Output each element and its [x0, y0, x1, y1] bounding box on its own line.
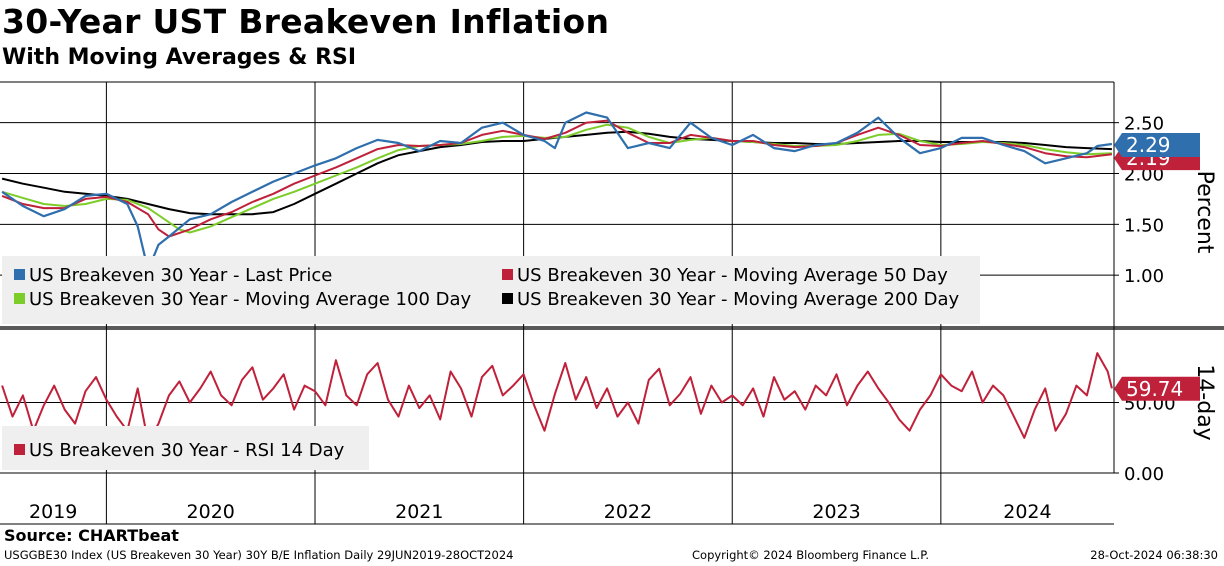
price-ytick-label: 1.00 [1124, 266, 1164, 287]
price-axis-title: Percent [1192, 171, 1217, 254]
price-ytick-label: 2.50 [1124, 114, 1164, 135]
legend-swatch [14, 269, 25, 280]
x-year-label: 2023 [812, 501, 860, 523]
price-legend-box [2, 256, 980, 324]
x-year-label: 2019 [29, 501, 77, 523]
footer-index-info: USGGBE30 Index (US Breakeven 30 Year) 30… [4, 548, 514, 562]
series-line-last-price [1, 111, 1113, 272]
chart-subtitle: With Moving Averages & RSI [2, 45, 357, 70]
value-tag-label: 2.29 [1126, 133, 1171, 157]
x-year-label: 2022 [604, 501, 652, 523]
x-year-label: 2020 [187, 501, 235, 523]
footer-timestamp: 28-Oct-2024 06:38:30 [1090, 548, 1218, 562]
series-line-rsi [1, 352, 1113, 443]
legend-label: US Breakeven 30 Year - Moving Average 20… [517, 289, 960, 310]
legend-label: US Breakeven 30 Year - Moving Average 50… [517, 265, 948, 286]
source-note: Source: CHARTbeat [4, 526, 179, 545]
price-ytick-label: 1.50 [1124, 215, 1164, 236]
value-tag-label: 59.74 [1126, 377, 1183, 401]
rsi-axis-title: 14-day [1192, 364, 1217, 440]
legend-swatch [14, 293, 25, 304]
chart-title: 30-Year UST Breakeven Inflation [2, 2, 610, 41]
legend-label: US Breakeven 30 Year - RSI 14 Day [29, 440, 345, 461]
rsi-ytick-label: 0.00 [1124, 464, 1164, 485]
x-year-label: 2021 [395, 501, 443, 523]
legend-swatch [502, 293, 513, 304]
legend-label: US Breakeven 30 Year - Moving Average 10… [29, 289, 472, 310]
last-value-tag-last-price: 2.29 [1114, 133, 1200, 158]
last-value-tag-rsi: 59.74 [1114, 376, 1200, 401]
legend-swatch [14, 444, 25, 455]
value-tag-shape [1114, 376, 1200, 401]
legend-label: US Breakeven 30 Year - Last Price [29, 265, 332, 286]
legend-swatch [502, 269, 513, 280]
footer-copyright: Copyright© 2024 Bloomberg Finance L.P. [692, 548, 929, 562]
rsi-legend-box [2, 426, 369, 470]
value-tag-shape [1114, 133, 1200, 158]
x-year-label: 2024 [1003, 501, 1051, 523]
